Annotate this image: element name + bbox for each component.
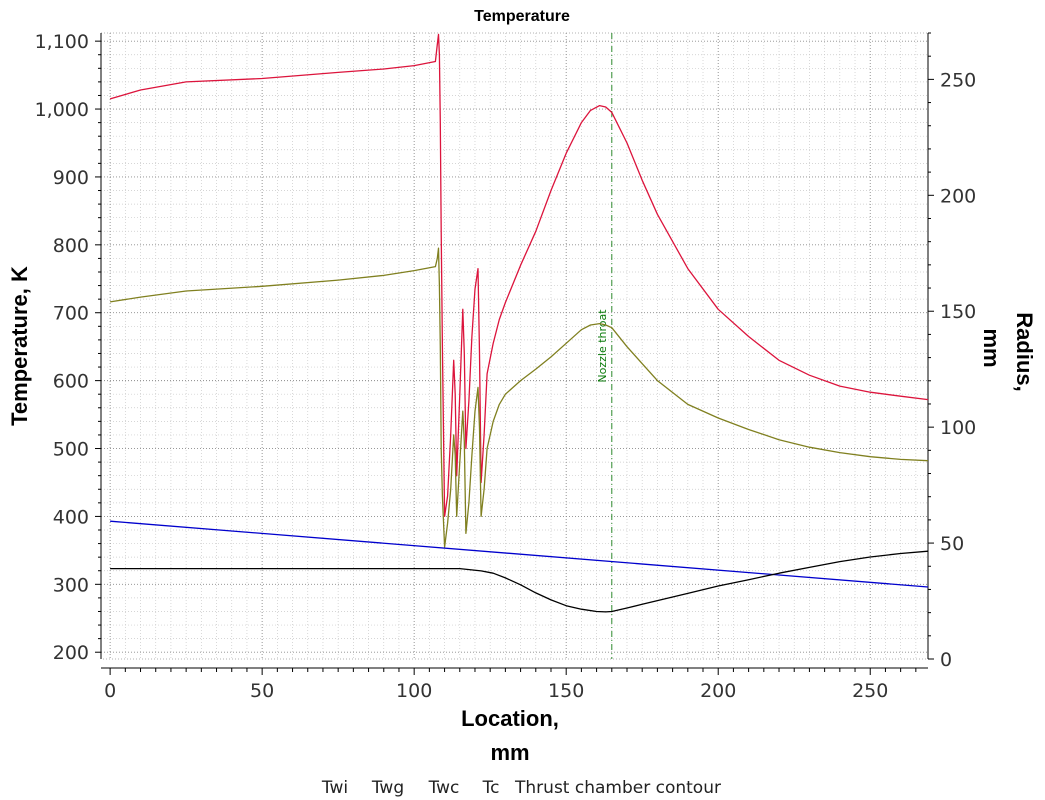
legend-item-0[interactable]: Twi (321, 778, 348, 798)
legend-item-4[interactable]: Thrust chamber contour (514, 778, 721, 798)
legend-item-3[interactable]: Tc (482, 778, 500, 798)
y-left-tick-label: 300 (53, 574, 89, 596)
legend: Twi Twg Twc Tc Thrust chamber contour (321, 778, 721, 798)
y-right-tick-label: 200 (940, 185, 976, 207)
y-left-tick-label: 1,000 (35, 99, 89, 121)
x-tick-label: 0 (104, 680, 116, 702)
y-left-tick-label: 1,100 (35, 31, 89, 53)
series-line-2 (110, 520, 929, 588)
legend-item-2[interactable]: Twc (428, 778, 460, 798)
y-left-tick-label: 900 (53, 167, 89, 189)
y-right-tick-label: 150 (940, 301, 976, 323)
y-axis-right-title-line1: Radius, (1012, 312, 1037, 391)
y-left-tick-label: 200 (53, 642, 89, 664)
legend-item-1[interactable]: Twg (371, 778, 404, 798)
x-axis-title-line1: Location, (461, 706, 559, 731)
x-tick-label: 100 (396, 680, 432, 702)
x-tick-label: 200 (700, 680, 736, 702)
y-left-tick-label: 800 (53, 235, 89, 257)
y-left-tick-label: 700 (53, 303, 89, 325)
y-right-tick-label: 0 (940, 649, 952, 671)
y-right-tick-label: 100 (940, 417, 976, 439)
y-left-tick-label: 500 (53, 439, 89, 461)
chart-title: Temperature (474, 8, 570, 25)
axes: 2003004005006007008009001,0001,100050100… (35, 31, 977, 702)
y-axis-left-title: Temperature, K (7, 266, 32, 426)
labels: Temperature Location, mm Temperature, K … (7, 8, 1037, 765)
y-right-tick-label: 50 (940, 533, 964, 555)
y-left-tick-label: 600 (53, 371, 89, 393)
series-lines (109, 33, 929, 613)
series-line-4 (110, 550, 929, 613)
y-right-tick-label: 250 (940, 69, 976, 91)
x-tick-label: 50 (250, 680, 274, 702)
y-left-tick-label: 400 (53, 506, 89, 528)
series-line-0 (109, 33, 929, 518)
series-line-1 (109, 247, 929, 548)
x-tick-label: 150 (548, 680, 584, 702)
y-axis-right-title-line2: mm (979, 328, 1004, 367)
x-tick-label: 250 (852, 680, 888, 702)
nozzle-throat-label: Nozzle throat (596, 309, 609, 383)
x-axis-title-line2: mm (490, 740, 529, 765)
annotations: Nozzle throat (596, 33, 613, 659)
